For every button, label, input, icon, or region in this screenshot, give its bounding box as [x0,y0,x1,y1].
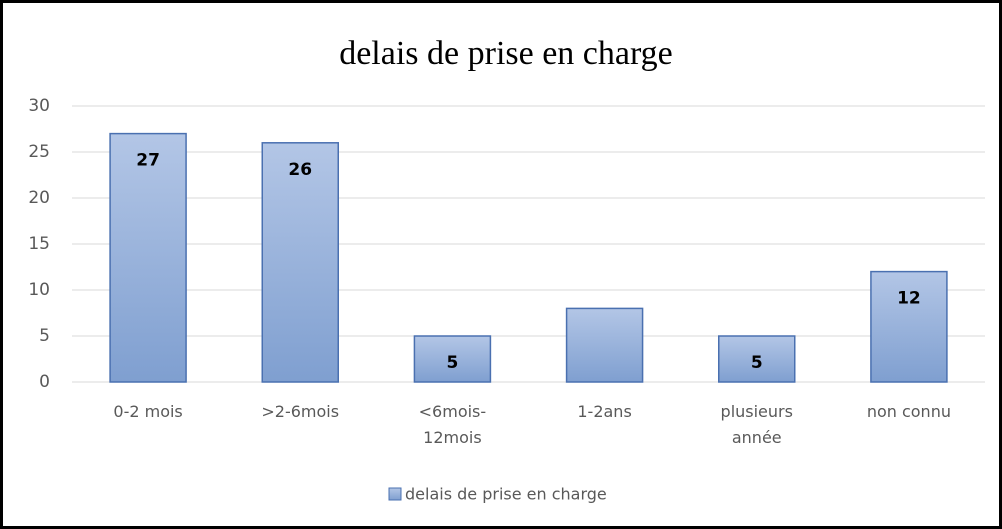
y-tick-label: 0 [39,372,50,392]
data-label: 26 [288,160,312,180]
x-tick-label: <6mois-12mois [418,402,487,447]
y-tick-label: 15 [28,234,50,254]
bar [718,335,796,383]
y-tick-label: 30 [28,96,50,116]
bar [109,132,187,383]
data-label: 5 [446,353,458,373]
y-tick-label: 10 [28,280,50,300]
y-tick-label: 5 [39,326,50,346]
chart-title: delais de prise en charge [339,35,673,72]
data-label: 5 [751,353,763,373]
bar [870,270,948,383]
y-tick-label: 25 [28,142,50,162]
x-tick-label: plusieurs année [720,402,793,447]
x-tick-label: non connu [866,402,951,421]
y-tick-label: 20 [28,188,50,208]
bar [413,335,492,383]
x-tick-label: 1-2ans [577,402,632,421]
data-label: 27 [136,151,160,171]
bar [261,142,339,383]
legend-label: delais de prise en charge [405,485,607,504]
bar [565,307,644,383]
x-tick-label: 0-2 mois [113,402,183,421]
legend-swatch [388,487,402,501]
data-label: 12 [897,289,921,309]
x-tick-label: >2-6mois [261,402,340,421]
